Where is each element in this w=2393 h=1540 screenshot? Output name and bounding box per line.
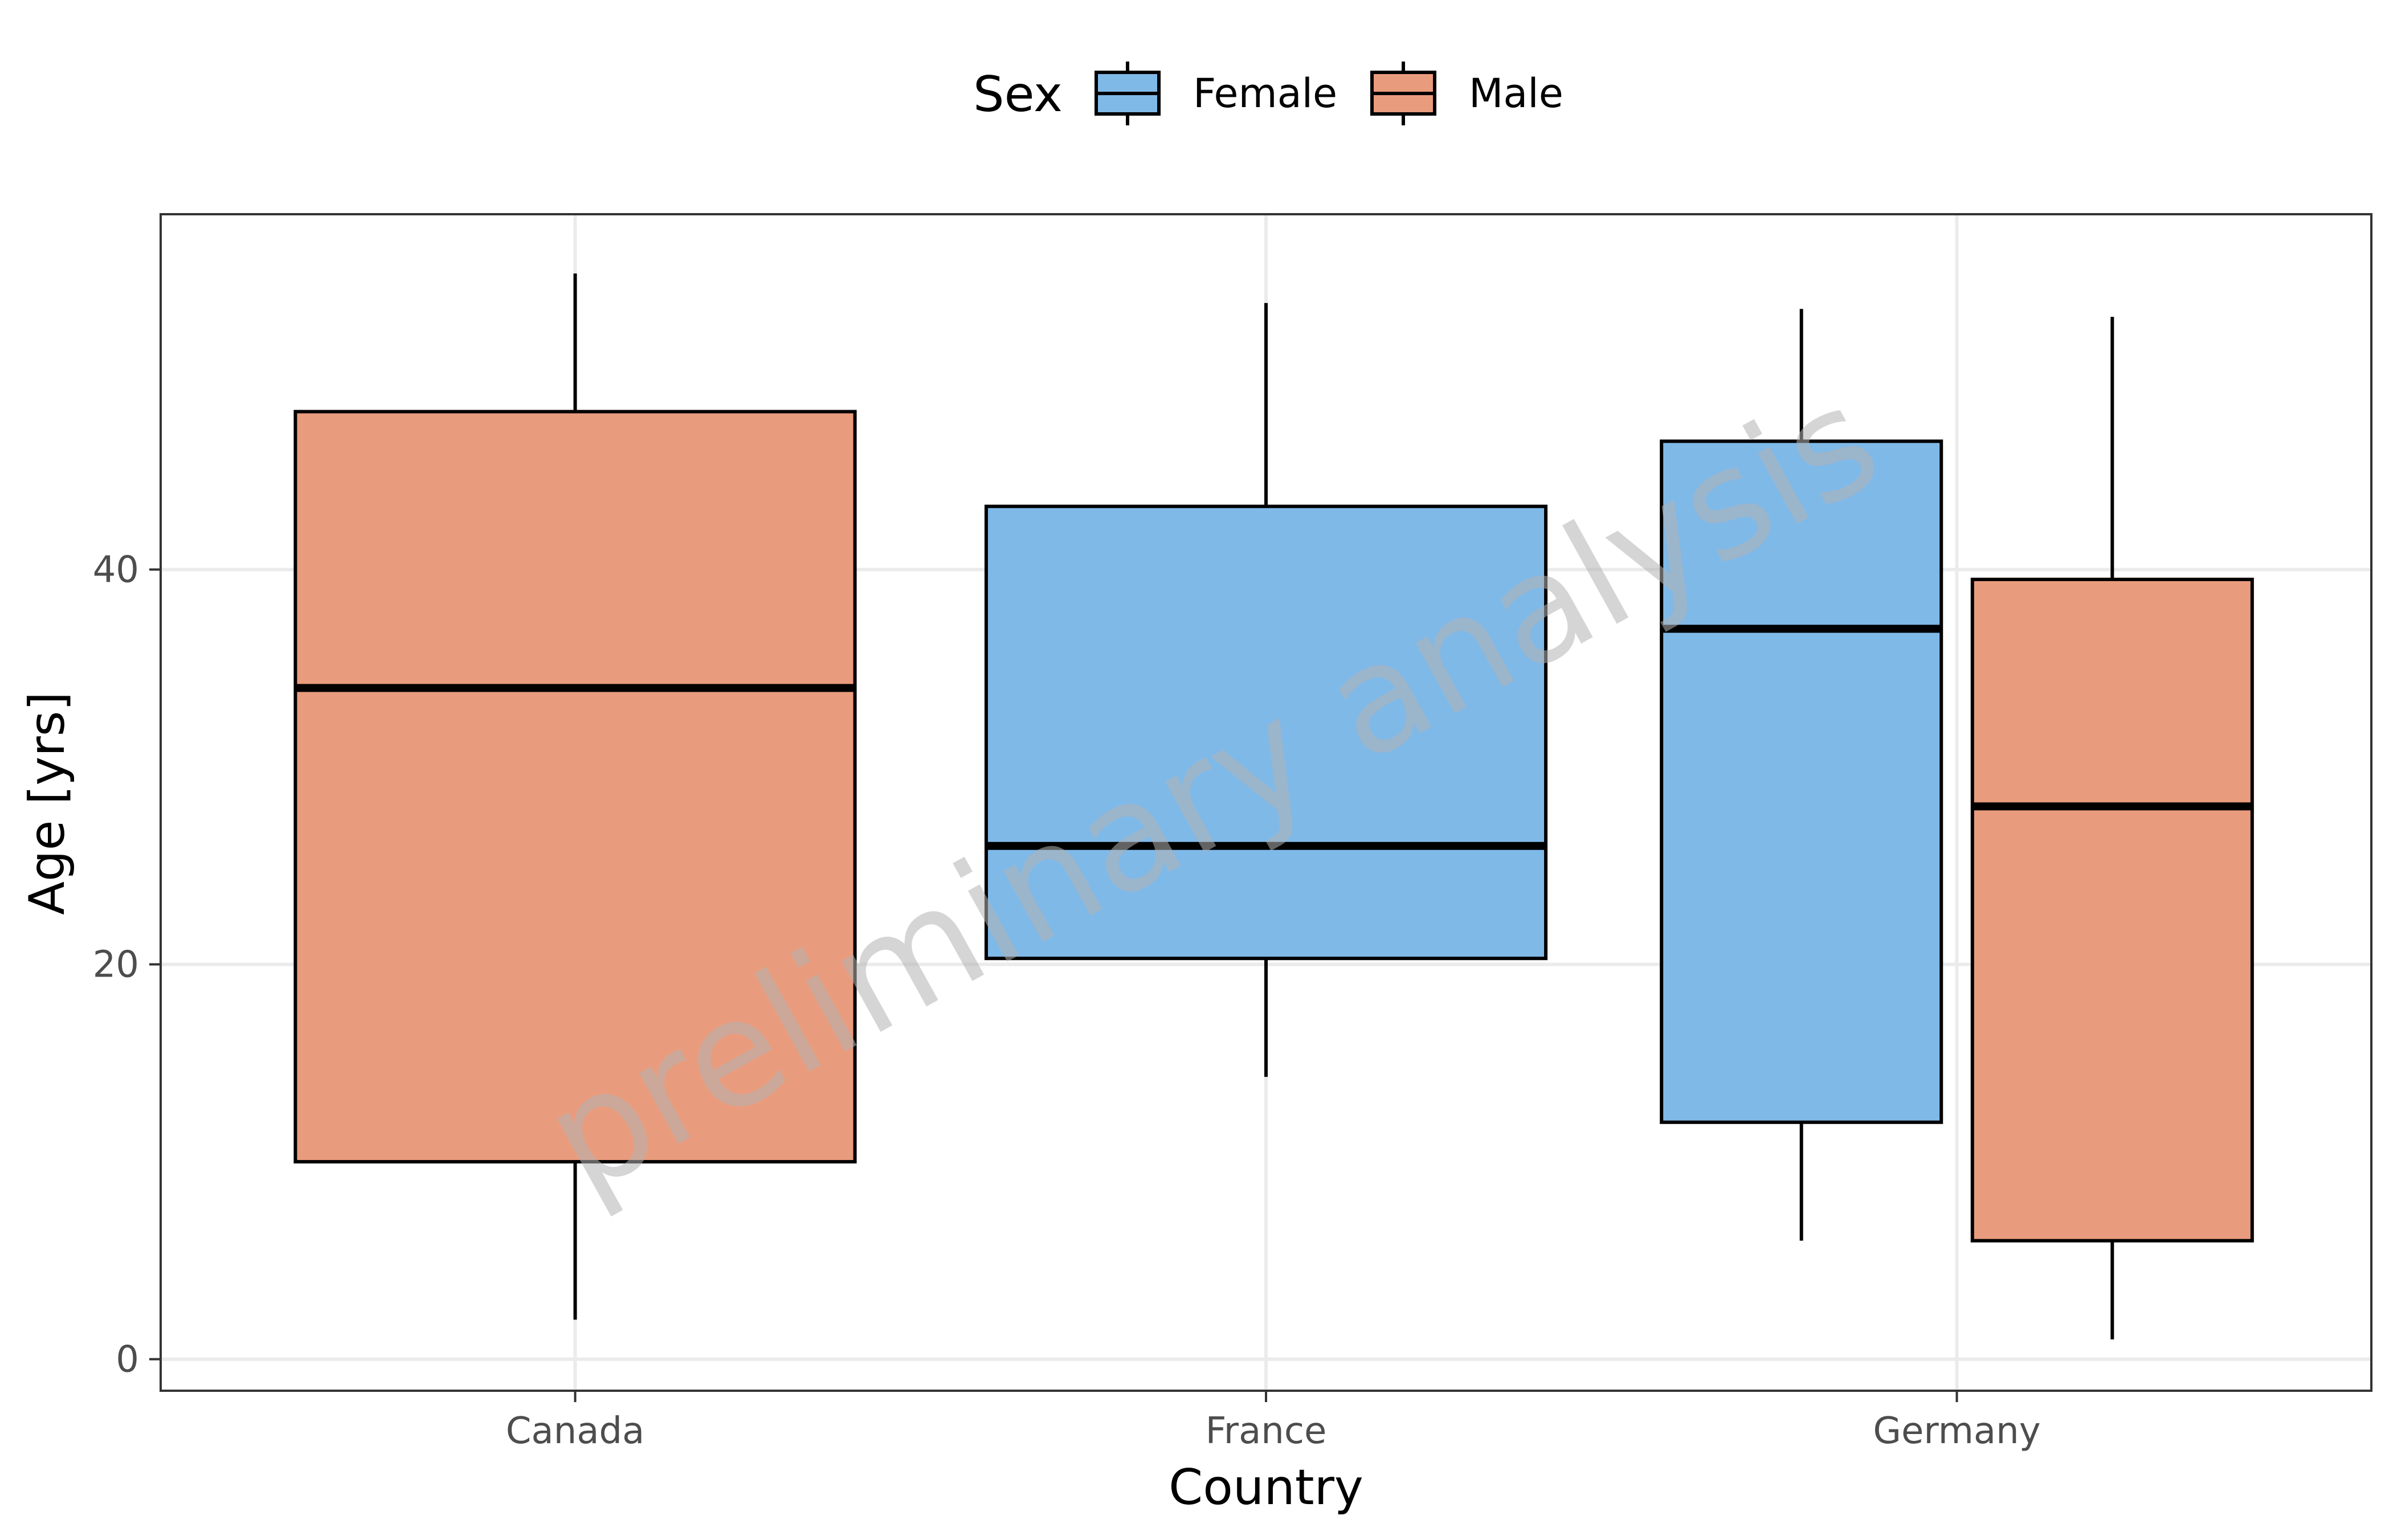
legend: Sex Female Male <box>973 62 1563 125</box>
legend-item-female: Female <box>1095 62 1337 125</box>
x-axis: Canada France Germany <box>506 1391 2041 1452</box>
box-canada-male <box>293 273 857 1320</box>
legend-title: Sex <box>973 66 1063 123</box>
box-body-france-female <box>984 504 1548 961</box>
legend-label-male: Male <box>1469 70 1563 117</box>
box-france-female <box>984 303 1548 1077</box>
y-tick-label-20: 20 <box>93 944 139 986</box>
boxplots <box>293 273 2254 1339</box>
y-tick-label-0: 0 <box>116 1339 139 1381</box>
x-tick-label-germany: Germany <box>1873 1410 2040 1452</box>
legend-label-female: Female <box>1193 70 1337 117</box>
y-tick-label-40: 40 <box>93 549 139 591</box>
x-tick-label-canada: Canada <box>506 1410 645 1452</box>
box-germany-male <box>1970 317 2254 1339</box>
box-body-germany-female <box>1660 439 1943 1124</box>
x-tick-label-france: France <box>1206 1410 1327 1452</box>
legend-item-male: Male <box>1370 62 1563 125</box>
box-body-canada-male <box>293 410 857 1164</box>
x-axis-title: Country <box>1169 1459 1363 1516</box>
y-axis: 0 20 40 <box>93 549 161 1381</box>
box-germany-female <box>1660 309 1943 1241</box>
box-body-germany-male <box>1970 577 2254 1243</box>
y-axis-title: Age [yrs] <box>19 692 76 915</box>
